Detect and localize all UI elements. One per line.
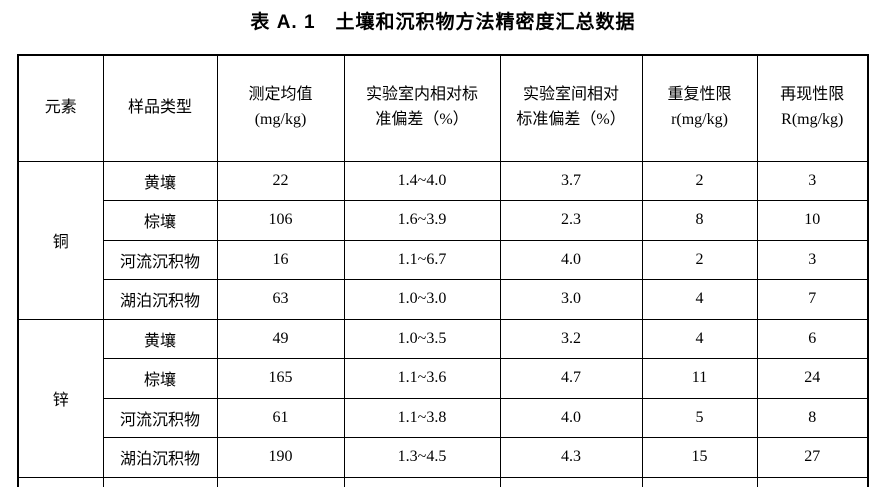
table-row: 湖泊沉积物 190 1.3~4.5 4.3 15 27	[18, 437, 869, 478]
cell-repeatability: 4	[641, 318, 758, 359]
cell-reproducibility: 6	[756, 318, 869, 359]
header-label-line1: 测定均值	[248, 86, 313, 104]
header-label-line1: 重复性限	[667, 86, 732, 104]
header-label-line2: 准偏差（%）	[375, 111, 469, 129]
header-label-line1: 再现性限	[780, 86, 845, 104]
header-row: 元素 样品类型 测定均值 (mg/kg) 实验室内相对标 准偏差（%） 实验室间…	[17, 54, 869, 162]
cell-repeatability: 15	[641, 437, 758, 478]
cell-reproducibility: 10	[756, 200, 869, 241]
cell-intra-rsd: 1.3~4.5	[343, 437, 501, 478]
cell-mean: 49	[216, 318, 345, 359]
cell-mean: 165	[216, 358, 345, 399]
table-row: 棕壤 106 1.6~3.9 2.3 8 10	[18, 200, 869, 241]
cell-inter-rsd: 3.0	[499, 279, 643, 320]
table-row: 棕壤 165 1.1~3.6 4.7 11 24	[18, 358, 869, 399]
cell-empty	[499, 476, 643, 487]
table-row: 河流沉积物 61 1.1~3.8 4.0 5 8	[18, 397, 869, 438]
precision-summary-table: 元素 样品类型 测定均值 (mg/kg) 实验室内相对标 准偏差（%） 实验室间…	[17, 54, 869, 487]
cell-sample-type: 湖泊沉积物	[102, 437, 218, 478]
table-row: 湖泊沉积物 63 1.0~3.0 3.0 4 7	[18, 279, 869, 320]
col-header-mean: 测定均值 (mg/kg)	[216, 54, 345, 162]
col-header-sample-type: 样品类型	[102, 54, 218, 162]
cell-mean: 16	[216, 239, 345, 280]
header-label-line2: (mg/kg)	[254, 111, 307, 129]
cell-sample-type: 棕壤	[102, 200, 218, 241]
cell-inter-rsd: 4.7	[499, 358, 643, 399]
cell-intra-rsd: 1.1~3.8	[343, 397, 501, 438]
cell-empty	[641, 476, 758, 487]
cell-repeatability: 5	[641, 397, 758, 438]
table-row: 铜 黄壤 22 1.4~4.0 3.7 2 3	[17, 160, 869, 320]
cell-inter-rsd: 3.7	[499, 160, 643, 201]
col-header-element: 元素	[17, 54, 104, 162]
cell-sample-type: 河流沉积物	[102, 239, 218, 280]
header-label: 样品类型	[127, 98, 192, 116]
table-row: 锌 黄壤 49 1.0~3.5 3.2 4 6	[17, 318, 869, 478]
cell-repeatability: 8	[641, 200, 758, 241]
cell-inter-rsd: 3.2	[499, 318, 643, 359]
cell-intra-rsd: 1.1~6.7	[343, 239, 501, 280]
header-label-line1: 实验室间相对	[522, 86, 619, 104]
cell-empty	[756, 476, 869, 487]
col-header-inter-lab-rsd: 实验室间相对 标准偏差（%）	[499, 54, 643, 162]
cell-sample-type: 棕壤	[102, 358, 218, 399]
col-header-intra-lab-rsd: 实验室内相对标 准偏差（%）	[343, 54, 501, 162]
cell-intra-rsd: 1.0~3.0	[343, 279, 501, 320]
cell-inter-rsd: 4.0	[499, 239, 643, 280]
cell-empty	[17, 476, 104, 487]
col-header-repeatability-limit: 重复性限 r(mg/kg)	[641, 54, 758, 162]
cell-reproducibility: 3	[756, 239, 869, 280]
table-row: 河流沉积物 16 1.1~6.7 4.0 2 3	[18, 239, 869, 280]
cell-reproducibility: 27	[756, 437, 869, 478]
cell-mean: 106	[216, 200, 345, 241]
header-label-line2: r(mg/kg)	[671, 111, 728, 129]
cell-mean: 190	[216, 437, 345, 478]
cell-reproducibility: 8	[756, 397, 869, 438]
cell-sample-type: 黄壤	[102, 318, 218, 359]
col-header-reproducibility-limit: 再现性限 R(mg/kg)	[756, 54, 869, 162]
cell-intra-rsd: 1.6~3.9	[343, 200, 501, 241]
cell-intra-rsd: 1.4~4.0	[343, 160, 501, 201]
cell-mean: 61	[216, 397, 345, 438]
cell-mean: 63	[216, 279, 345, 320]
cell-repeatability: 4	[641, 279, 758, 320]
table-caption: 表 A. 1 土壤和沉积物方法精密度汇总数据	[250, 12, 636, 33]
cell-intra-rsd: 1.1~3.6	[343, 358, 501, 399]
header-label-line1: 实验室内相对标	[365, 86, 478, 104]
cell-inter-rsd: 2.3	[499, 200, 643, 241]
cell-repeatability: 2	[641, 160, 758, 201]
cell-empty	[343, 476, 501, 487]
cell-intra-rsd: 1.0~3.5	[343, 318, 501, 359]
cell-empty	[102, 476, 218, 487]
cell-sample-type: 黄壤	[102, 160, 218, 201]
cell-sample-type: 湖泊沉积物	[102, 279, 218, 320]
cell-inter-rsd: 4.3	[499, 437, 643, 478]
table-row-partial	[17, 476, 869, 487]
cell-inter-rsd: 4.0	[499, 397, 643, 438]
header-label-line2: R(mg/kg)	[781, 111, 844, 129]
cell-repeatability: 2	[641, 239, 758, 280]
cell-sample-type: 河流沉积物	[102, 397, 218, 438]
cell-element: 锌	[17, 318, 104, 478]
cell-repeatability: 11	[641, 358, 758, 399]
cell-mean: 22	[216, 160, 345, 201]
cell-element: 铜	[17, 160, 104, 320]
header-label-line2: 标准偏差（%）	[516, 111, 626, 129]
cell-reproducibility: 24	[756, 358, 869, 399]
cell-empty	[216, 476, 345, 487]
cell-reproducibility: 3	[756, 160, 869, 201]
header-label: 元素	[44, 98, 77, 116]
cell-reproducibility: 7	[756, 279, 869, 320]
